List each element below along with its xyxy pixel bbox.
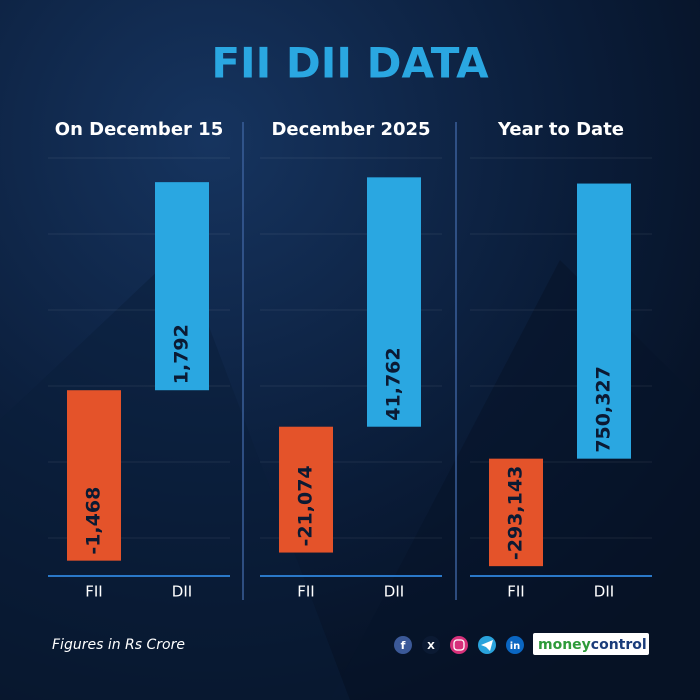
footnote: Figures in Rs Crore xyxy=(52,637,185,653)
x-tick-label: FII xyxy=(297,583,314,601)
background-shape xyxy=(0,250,350,700)
x-tick-label: FII xyxy=(85,583,102,601)
bar xyxy=(155,182,209,391)
facebook-icon xyxy=(394,636,412,654)
value-label: 1,792 xyxy=(171,324,193,384)
social-icons: f X in xyxy=(394,636,524,654)
facebook-letter: f xyxy=(401,639,406,652)
instagram-glyph xyxy=(453,639,465,651)
panel-title: Year to Date xyxy=(497,119,624,140)
panel-title: On December 15 xyxy=(55,119,223,140)
value-label: 41,762 xyxy=(383,347,405,420)
x-icon xyxy=(422,636,440,654)
panel-title: December 2025 xyxy=(271,119,430,140)
telegram-glyph xyxy=(481,640,493,651)
bar xyxy=(577,183,631,459)
linkedin-icon xyxy=(506,636,524,654)
bar xyxy=(489,458,543,567)
brand-part: money xyxy=(538,637,591,653)
bar xyxy=(67,390,121,561)
bar xyxy=(279,426,333,553)
x-tick-label: FII xyxy=(507,583,524,601)
value-label: -1,468 xyxy=(83,487,105,555)
page-title: FII DII DATA xyxy=(211,39,489,88)
value-label: -293,143 xyxy=(505,466,527,560)
x-tick-label: DII xyxy=(594,583,614,601)
x-tick-label: DII xyxy=(172,583,192,601)
brand-part: control xyxy=(591,637,647,653)
linkedin-letter: in xyxy=(510,641,521,652)
value-label: -21,074 xyxy=(295,465,317,546)
x-letter: X xyxy=(427,641,435,652)
brand-box xyxy=(533,633,649,655)
instagram-icon xyxy=(450,636,468,654)
x-tick-label: DII xyxy=(384,583,404,601)
value-label: 750,327 xyxy=(593,366,615,453)
brand-logo: moneycontrol xyxy=(538,637,647,653)
bar xyxy=(367,177,421,427)
